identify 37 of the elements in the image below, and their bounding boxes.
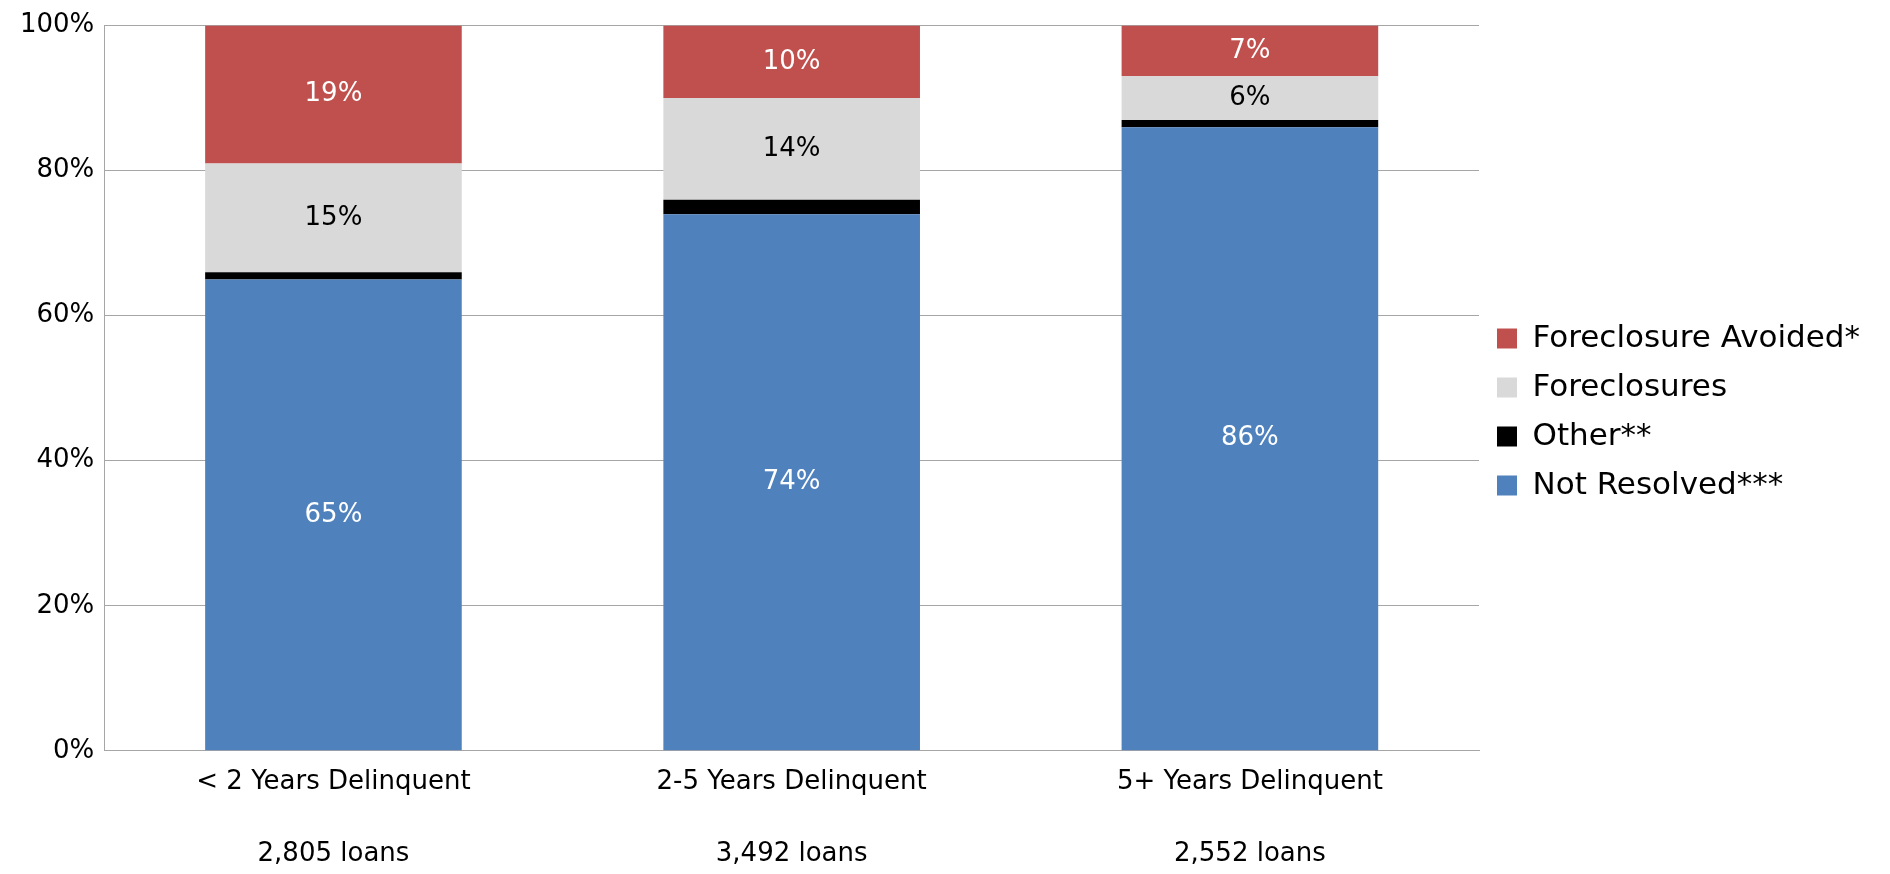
text: 2,805 loans [257, 836, 410, 867]
x-tick-label: 5+ Years Delinquent [1116, 765, 1383, 796]
legend-label: Other** [1532, 415, 1652, 452]
data-label: 86% [1221, 421, 1279, 452]
bar [663, 199, 920, 215]
y-tick-label: 40% [36, 443, 95, 474]
x-tick-label: < 2 Years Delinquent [196, 765, 471, 796]
bar [205, 25, 462, 164]
x-tick-label: 2-5 Years Delinquent [656, 765, 927, 796]
bar [1121, 127, 1379, 751]
bar [663, 98, 920, 200]
data-label: 6% [1229, 80, 1271, 111]
data-label: 74% [762, 464, 821, 495]
bar [205, 279, 462, 751]
data-label: 15% [304, 200, 363, 231]
y-tick-label: 60% [36, 298, 95, 329]
bar [1121, 119, 1379, 128]
legend-label: Not Resolved*** [1532, 464, 1784, 501]
text: 2,552 loans [1174, 836, 1326, 867]
data-label: 65% [304, 497, 363, 528]
bar [1121, 25, 1379, 77]
bar [663, 214, 920, 751]
legend-label: Foreclosure Avoided* [1532, 317, 1860, 354]
bar [663, 25, 920, 99]
y-tick-label: 80% [36, 153, 95, 184]
bar [205, 272, 462, 280]
bar [1121, 76, 1379, 120]
y-tick-label: 20% [36, 588, 95, 619]
y-tick-label: 0% [53, 733, 95, 764]
data-label: 14% [762, 131, 821, 162]
y-tick-label: 100% [19, 8, 95, 39]
text: 3,492 loans [715, 836, 868, 867]
data-label: 7% [1229, 33, 1271, 64]
legend-label: Foreclosures [1532, 366, 1728, 403]
data-label: 10% [762, 44, 821, 75]
data-label: 19% [304, 77, 363, 108]
bar [205, 163, 462, 273]
